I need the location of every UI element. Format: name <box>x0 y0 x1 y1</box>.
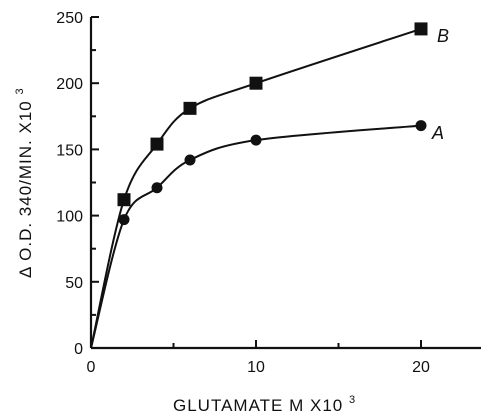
data-point-a-2 <box>184 154 196 166</box>
x-axis-title-exponent: 3 <box>349 394 356 406</box>
data-point-b-3 <box>249 76 263 90</box>
x-axis-title: GLUTAMATE M X10 3 <box>173 394 356 415</box>
data-point-b-2 <box>183 101 197 115</box>
y-axis-title-main: Δ O.D. 340/MIN. X10 <box>16 100 35 278</box>
x-axis-title-main: GLUTAMATE M X10 <box>173 396 343 415</box>
y-tick-label-0: 0 <box>74 341 83 358</box>
axes <box>89 17 481 350</box>
data-point-a-1 <box>151 182 163 194</box>
series-label-a: A <box>431 123 444 143</box>
y-ticks: 0 50 100 150 200 250 <box>56 10 99 358</box>
data-point-a-3 <box>250 134 262 146</box>
series-line-b <box>90 27 422 349</box>
y-tick-label-2: 100 <box>56 209 83 226</box>
data-point-a-0 <box>118 214 130 226</box>
series-line-a <box>90 124 422 349</box>
x-ticks: 0 10 20 <box>87 340 430 376</box>
x-tick-label-0: 0 <box>87 359 96 376</box>
y-tick-label-3: 150 <box>56 142 83 159</box>
y-axis-title: Δ O.D. 340/MIN. X10 3 <box>14 87 35 278</box>
series-markers <box>117 22 428 226</box>
data-point-b-4 <box>414 22 428 36</box>
x-tick-label-2: 20 <box>412 359 430 376</box>
y-axis-title-exponent: 3 <box>14 87 26 94</box>
y-tick-label-4: 200 <box>56 76 83 93</box>
y-tick-label-1: 50 <box>65 275 83 292</box>
data-point-b-1 <box>150 137 164 151</box>
series-curves <box>90 27 422 349</box>
y-tick-label-5: 250 <box>56 10 83 27</box>
x-tick-label-1: 10 <box>247 359 265 376</box>
data-point-a-4 <box>415 120 427 132</box>
series-label-b: B <box>437 26 449 46</box>
data-point-b-0 <box>117 193 131 207</box>
